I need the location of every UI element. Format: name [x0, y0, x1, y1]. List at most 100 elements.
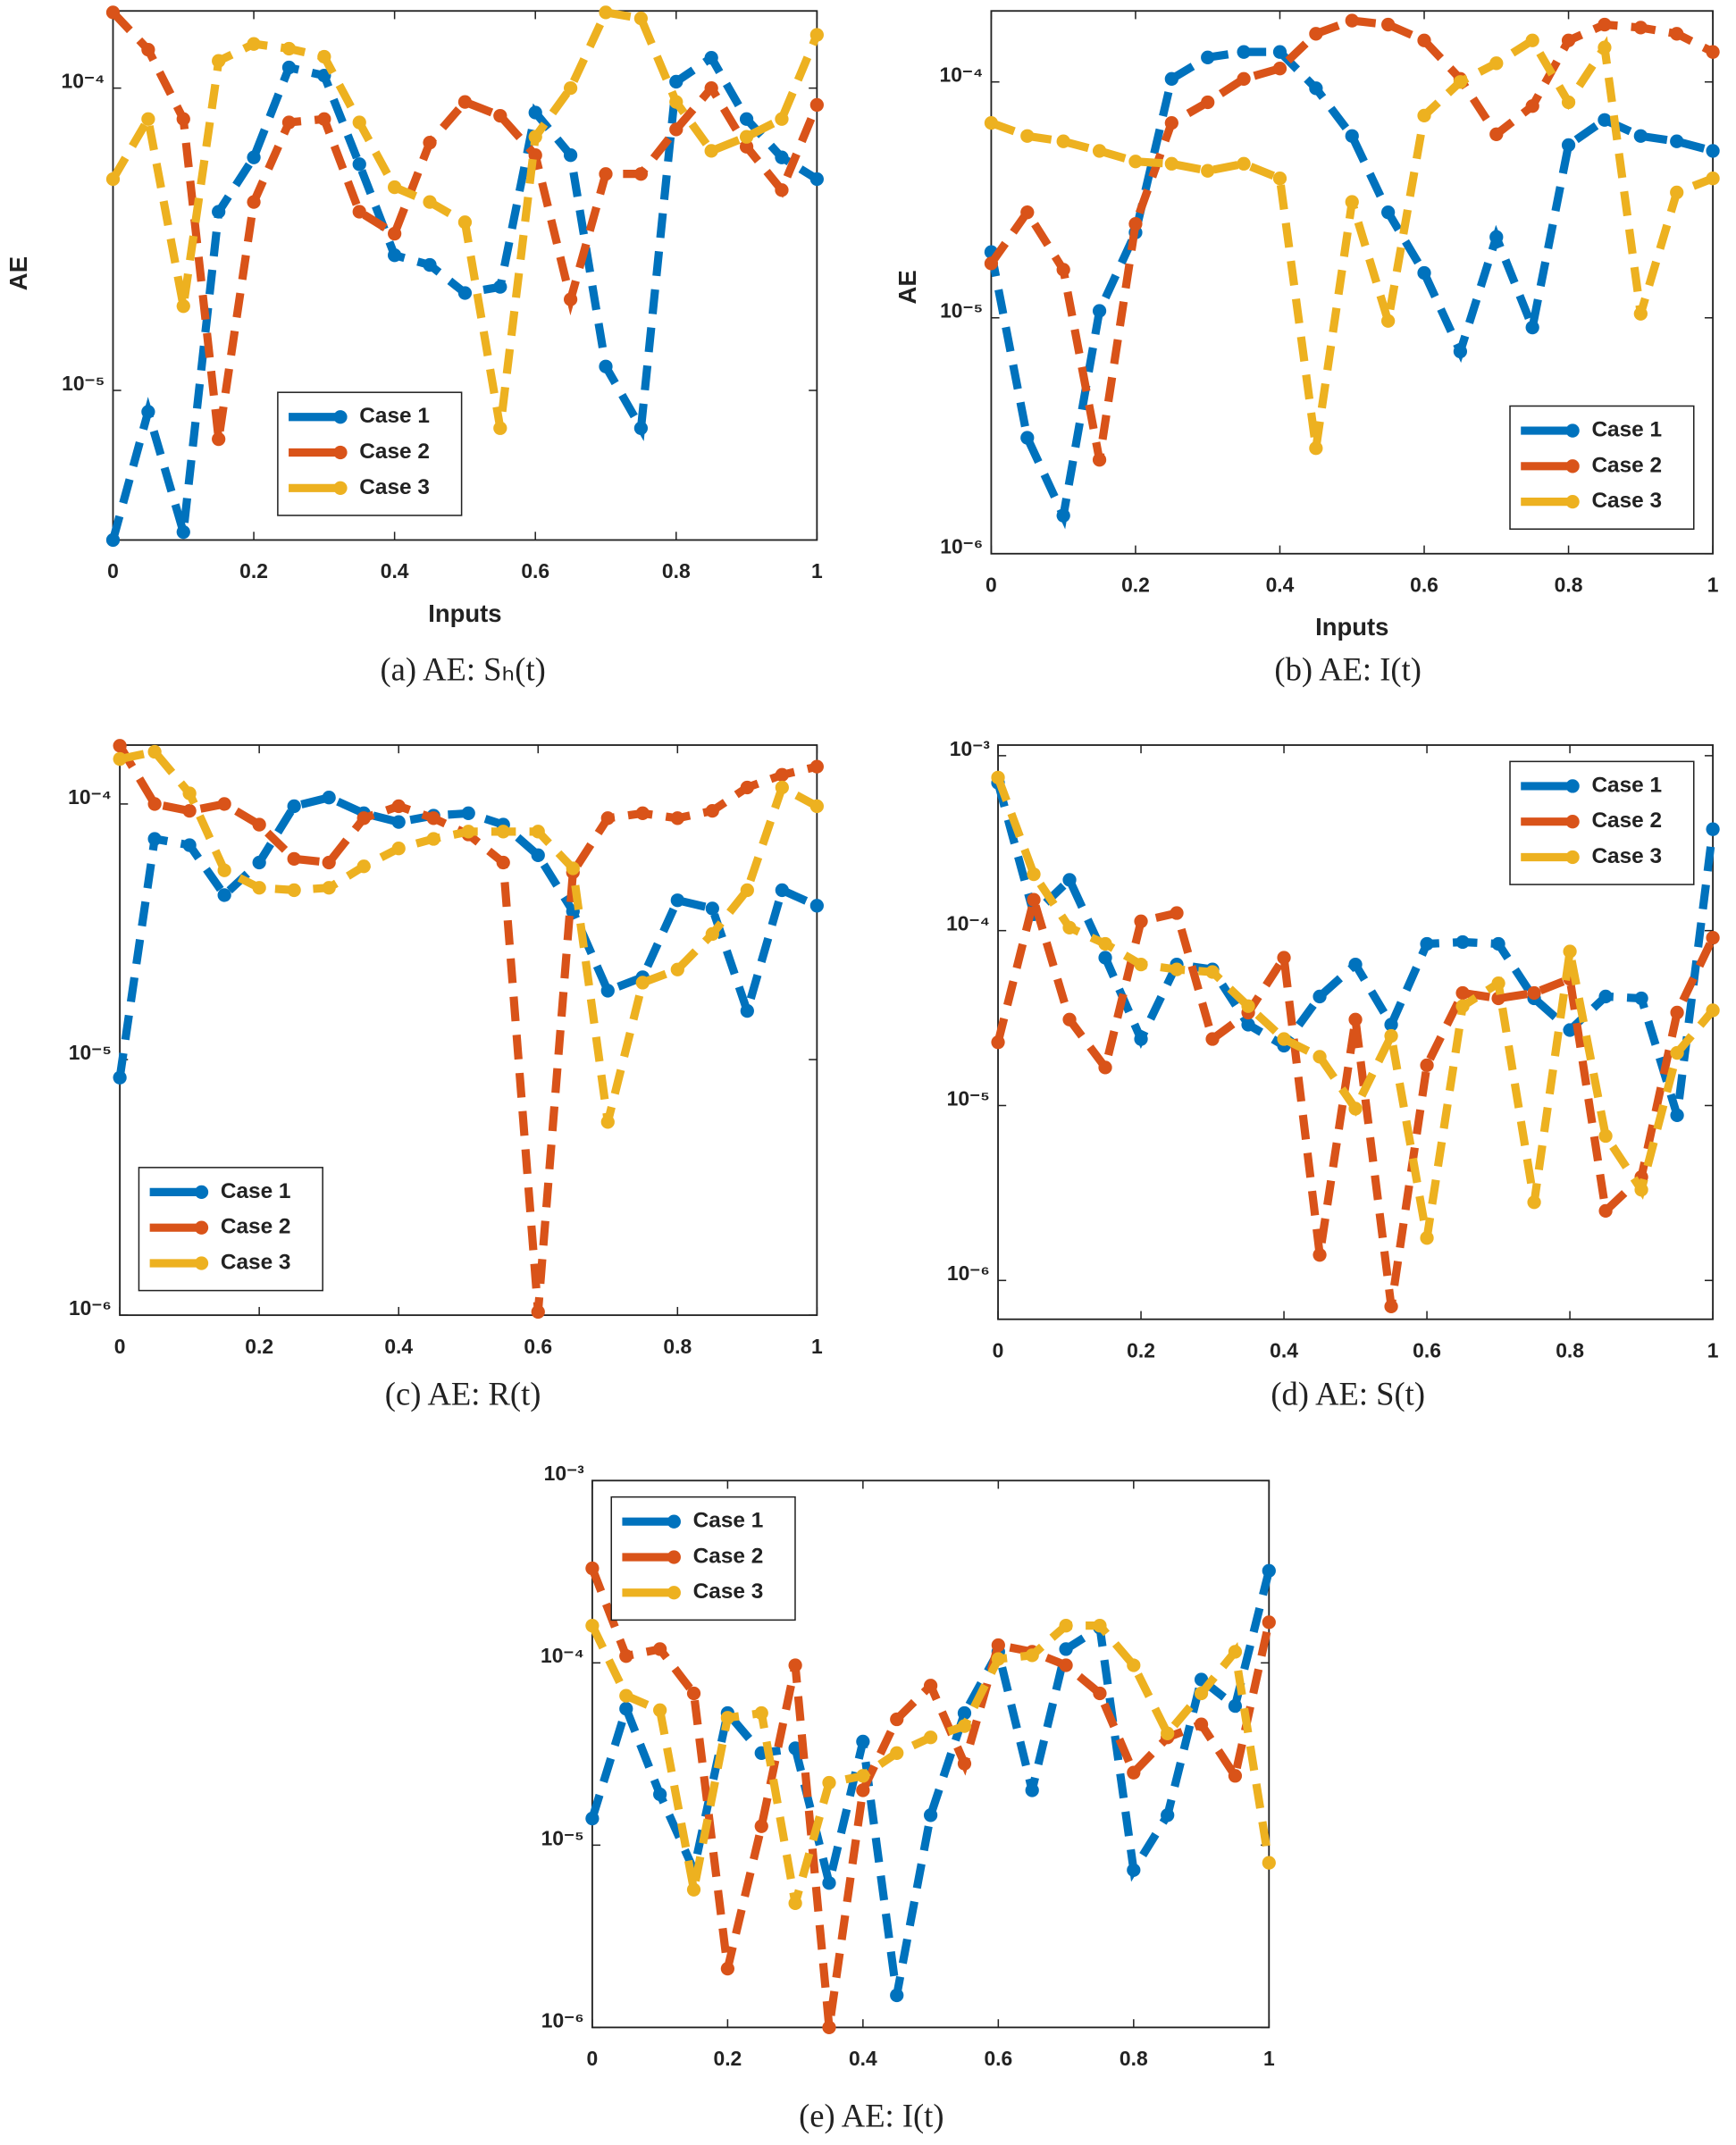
data-point	[1706, 931, 1720, 945]
data-point	[1527, 1195, 1541, 1210]
data-point	[653, 1642, 667, 1656]
legend: Case 1 Case 2 Case 3	[610, 1496, 796, 1621]
data-point	[890, 1746, 904, 1760]
data-point	[461, 806, 475, 820]
data-point	[1491, 936, 1505, 951]
data-point	[1312, 1050, 1327, 1064]
data-point	[1128, 155, 1143, 169]
data-point	[775, 183, 789, 197]
caption: (e) AE: I(t)	[799, 2097, 943, 2133]
data-point	[461, 825, 475, 839]
x-tick-label: 0.4	[381, 559, 409, 582]
legend-marker	[667, 1514, 681, 1529]
x-tick-label: 1	[1707, 1338, 1719, 1362]
data-point	[1241, 1018, 1255, 1032]
y-tick-label: 10⁻⁴	[541, 1644, 584, 1667]
data-point	[391, 815, 406, 829]
data-point	[1491, 976, 1505, 991]
data-point	[754, 1819, 768, 1833]
legend-label: Case 2	[1591, 809, 1662, 833]
data-point	[528, 148, 542, 163]
y-tick-label: 10⁻⁴	[939, 63, 983, 87]
data-point	[686, 1882, 701, 1897]
data-point	[1059, 1619, 1073, 1633]
data-point	[1164, 115, 1178, 130]
data-point	[1670, 1005, 1684, 1020]
data-point	[1455, 999, 1470, 1013]
x-axis-label: Inputs	[428, 599, 501, 627]
data-point	[252, 855, 266, 870]
data-point	[113, 739, 127, 753]
data-point	[212, 54, 226, 68]
data-point	[1272, 62, 1287, 76]
data-point	[212, 205, 226, 219]
data-point	[287, 883, 301, 898]
x-tick-label: 0.4	[1270, 1338, 1298, 1362]
x-tick-label: 0.6	[984, 2047, 1012, 2070]
legend-marker	[667, 1586, 681, 1600]
data-point	[1161, 1808, 1175, 1822]
data-point	[1525, 320, 1539, 335]
caption: (b) AE: I(t)	[1274, 650, 1422, 687]
data-point	[1525, 33, 1539, 47]
data-point	[705, 803, 719, 818]
data-point	[1348, 957, 1363, 972]
data-point	[1027, 892, 1041, 907]
data-point	[423, 136, 437, 150]
data-point	[585, 1561, 600, 1576]
data-point	[739, 130, 754, 144]
legend: Case 1 Case 2 Case 3	[1509, 760, 1695, 885]
data-point	[388, 226, 402, 241]
data-point	[991, 770, 1005, 784]
data-point	[147, 744, 162, 759]
data-point	[739, 112, 754, 126]
data-point	[1670, 185, 1684, 200]
data-point	[890, 1712, 904, 1727]
legend: Case 1 Case 2 Case 3	[277, 391, 463, 516]
caption: (c) AE: R(t)	[385, 1375, 541, 1412]
data-point	[105, 5, 121, 20]
data-point	[1027, 867, 1041, 882]
legend-marker	[194, 1185, 209, 1200]
data-point	[457, 286, 473, 300]
data-point	[247, 195, 261, 209]
data-point	[704, 144, 718, 158]
data-point	[670, 811, 684, 825]
y-axis-label: AE	[4, 256, 32, 290]
data-point	[619, 1649, 633, 1663]
data-point	[809, 899, 824, 913]
y-tick-label: 10⁻⁵	[947, 1086, 990, 1110]
data-point	[599, 5, 613, 20]
data-point	[247, 37, 261, 51]
data-point	[352, 115, 366, 130]
data-point	[281, 41, 297, 56]
data-point	[669, 74, 683, 89]
data-point	[1455, 985, 1470, 1001]
data-point	[775, 150, 789, 164]
data-point	[493, 108, 507, 123]
data-point	[788, 1658, 802, 1672]
data-point	[822, 1876, 836, 1890]
data-point	[1706, 45, 1720, 59]
caption: (a) AE: Sₕ(t)	[380, 650, 545, 687]
data-point	[217, 863, 231, 877]
data-point	[1633, 129, 1648, 143]
data-point	[1092, 144, 1107, 158]
data-point	[563, 148, 578, 163]
data-point	[633, 167, 649, 181]
data-point	[528, 130, 542, 144]
data-point	[317, 68, 331, 83]
data-point	[182, 838, 197, 852]
x-tick-label: 0	[114, 1335, 126, 1358]
x-tick-label: 0.6	[1410, 574, 1438, 597]
data-point	[1062, 1012, 1077, 1026]
chart: 10⁻⁶ 10⁻⁵ 10⁻⁴ 0 0.2 0.4 0.6 0.8 1 Inputs AE Case 1…	[893, 10, 1720, 687]
data-point	[1237, 71, 1251, 86]
data-point	[1161, 1726, 1175, 1740]
y-tick-label: 10⁻⁶	[947, 1261, 990, 1285]
legend-label: Case 2	[1591, 453, 1662, 477]
data-point	[809, 172, 824, 187]
